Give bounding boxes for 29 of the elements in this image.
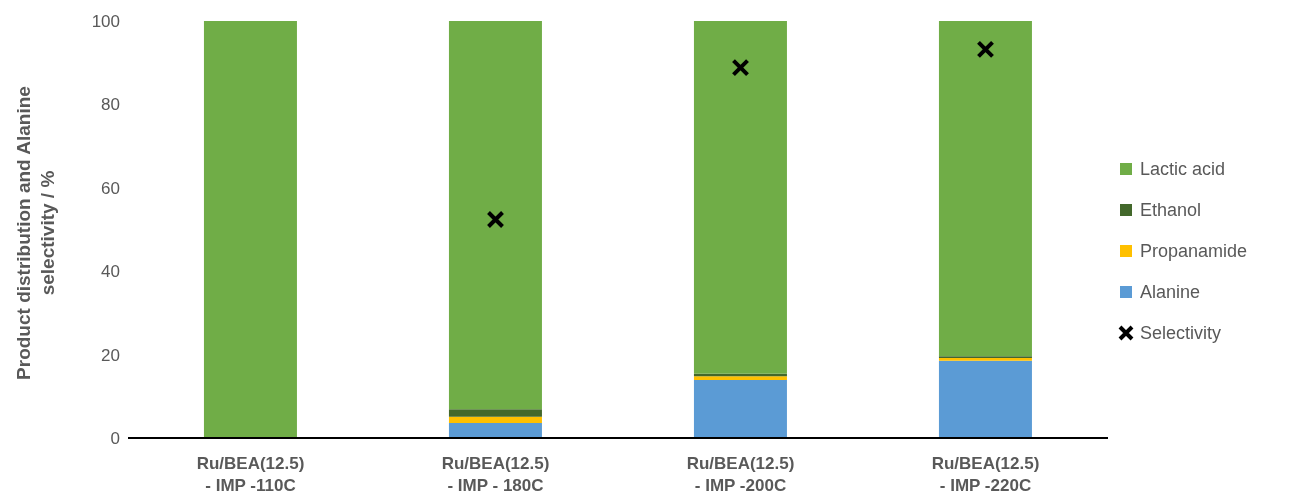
legend-label: Alanine <box>1140 281 1201 303</box>
point <box>976 40 995 59</box>
y-tick-label: 0 <box>110 429 120 449</box>
bar <box>693 21 787 374</box>
bar <box>938 21 1032 357</box>
bar <box>448 416 542 423</box>
x-tick-label: Ru/BEA(12.5) - IMP -220C <box>931 454 1040 495</box>
legend-label: Lactic acid <box>1140 158 1226 180</box>
x-tick-label: Ru/BEA(12.5) - IMP -200C <box>686 454 795 495</box>
bar <box>203 21 297 438</box>
bar <box>448 409 542 417</box>
bar <box>693 380 787 438</box>
y-axis-title: Product distribution and Alanine selectivity / % <box>12 85 59 382</box>
bar <box>938 360 1032 438</box>
x-tick-label: Ru/BEA(12.5) - IMP -110C <box>196 454 305 495</box>
point <box>486 210 505 229</box>
y-tick-label: 100 <box>91 12 120 32</box>
y-tick-label: 20 <box>101 345 120 365</box>
legend-label: Ethanol <box>1140 199 1202 221</box>
bar <box>693 376 787 381</box>
legend-label: Propanamide <box>1140 240 1248 262</box>
y-tick-label: 60 <box>101 178 120 198</box>
x-tick-label: Ru/BEA(12.5) - IMP - 180C <box>441 454 550 495</box>
legend-label: Selectivity <box>1140 322 1222 344</box>
bar <box>448 422 542 438</box>
y-tick-label: 80 <box>101 95 120 115</box>
y-tick-label: 40 <box>101 262 120 282</box>
point <box>731 58 750 77</box>
bar <box>448 21 542 410</box>
